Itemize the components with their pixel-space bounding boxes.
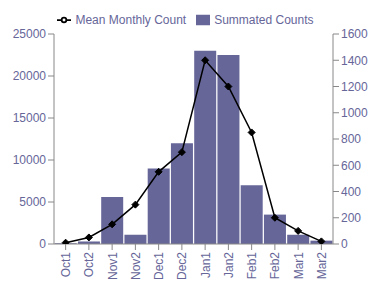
svg-text:1400: 1400 bbox=[341, 54, 368, 68]
svg-text:1000: 1000 bbox=[341, 106, 368, 120]
svg-text:15000: 15000 bbox=[13, 111, 47, 125]
svg-text:1200: 1200 bbox=[341, 80, 368, 94]
svg-text:0: 0 bbox=[341, 237, 348, 251]
svg-text:Dec2: Dec2 bbox=[175, 252, 189, 280]
svg-text:10000: 10000 bbox=[13, 153, 47, 167]
svg-text:Oct1: Oct1 bbox=[59, 252, 73, 278]
svg-text:0: 0 bbox=[39, 237, 46, 251]
svg-text:Jan2: Jan2 bbox=[222, 252, 236, 278]
svg-text:200: 200 bbox=[341, 211, 361, 225]
svg-text:400: 400 bbox=[341, 185, 361, 199]
svg-text:800: 800 bbox=[341, 132, 361, 146]
svg-text:600: 600 bbox=[341, 159, 361, 173]
svg-text:25000: 25000 bbox=[13, 27, 47, 41]
svg-text:Mar1: Mar1 bbox=[292, 252, 306, 280]
svg-text:5000: 5000 bbox=[19, 195, 46, 209]
svg-text:Feb1: Feb1 bbox=[245, 252, 259, 280]
svg-text:Mar2: Mar2 bbox=[315, 252, 329, 280]
html-text:Mean Monthly Count: Mean Monthly Count bbox=[75, 13, 187, 27]
svg-text:Jan1: Jan1 bbox=[199, 252, 213, 278]
html-text:Summated Counts: Summated Counts bbox=[214, 13, 314, 27]
svg-text:Nov2: Nov2 bbox=[129, 252, 143, 280]
svg-text:Feb2: Feb2 bbox=[268, 252, 282, 280]
svg-text:Nov1: Nov1 bbox=[106, 252, 120, 280]
svg-text:1600: 1600 bbox=[341, 27, 368, 41]
svg-text:Oct2: Oct2 bbox=[82, 252, 96, 278]
svg-text:20000: 20000 bbox=[13, 69, 47, 83]
svg-text:Dec1: Dec1 bbox=[152, 252, 166, 280]
